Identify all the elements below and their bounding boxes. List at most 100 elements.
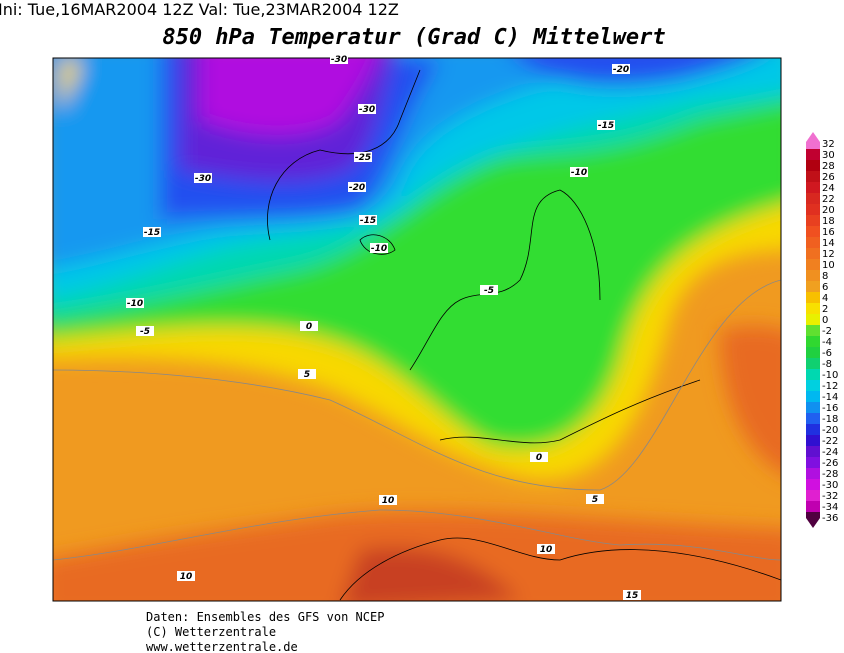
contour-label-box bbox=[300, 321, 318, 331]
colorbar-label: 10 bbox=[822, 260, 835, 271]
contour-label: -15 bbox=[360, 216, 376, 226]
colorbar-segment bbox=[806, 182, 820, 193]
colorbar-label: -30 bbox=[822, 480, 838, 491]
colorbar-label: -22 bbox=[822, 436, 838, 447]
colorbar-label: 22 bbox=[822, 194, 835, 205]
colorbar-segment bbox=[806, 380, 820, 391]
colorbar-segment bbox=[806, 325, 820, 336]
footer-line: Daten: Ensembles des GFS von NCEP bbox=[146, 610, 384, 624]
contour-label: 0 bbox=[536, 453, 542, 463]
colorbar-label: 8 bbox=[822, 271, 828, 282]
colorbar-label: -24 bbox=[822, 447, 838, 458]
colorbar-segment bbox=[806, 501, 820, 512]
colorbar-segment bbox=[806, 490, 820, 501]
contour-label: -30 bbox=[331, 55, 347, 65]
contour-label: -5 bbox=[140, 327, 150, 337]
contour-label: -10 bbox=[571, 168, 587, 178]
colorbar-label: 12 bbox=[822, 249, 835, 260]
colorbar-segment bbox=[806, 226, 820, 237]
colorbar-segment bbox=[806, 292, 820, 303]
colorbar-segment bbox=[806, 479, 820, 490]
contour-label: 15 bbox=[626, 591, 639, 601]
contour-label-box bbox=[530, 452, 548, 462]
colorbar-segment bbox=[806, 314, 820, 325]
contour-label: -15 bbox=[598, 121, 614, 131]
colorbar-label: -16 bbox=[822, 403, 838, 414]
contour-label-box bbox=[330, 54, 348, 64]
contour-label-box bbox=[597, 120, 615, 130]
contour-label-box bbox=[586, 494, 604, 504]
colorbar-label: 20 bbox=[822, 205, 835, 216]
colorbar-label: 28 bbox=[822, 161, 835, 172]
colorbar-label: -18 bbox=[822, 414, 838, 425]
colorbar-segment bbox=[806, 468, 820, 479]
contour-label-box bbox=[126, 298, 144, 308]
contour-label: -5 bbox=[484, 286, 494, 296]
contour-label-box bbox=[348, 182, 366, 192]
colorbar-label: -2 bbox=[822, 326, 832, 337]
contour-label: -10 bbox=[127, 299, 143, 309]
colorbar-label: -4 bbox=[822, 337, 832, 348]
colorbar-segment bbox=[806, 171, 820, 182]
footer-line: (C) Wetterzentrale bbox=[146, 625, 276, 639]
contour-label-box bbox=[177, 571, 195, 581]
contour-label-box bbox=[370, 243, 388, 253]
contour-label-box bbox=[354, 152, 372, 162]
colorbar-cap bbox=[806, 512, 820, 528]
colorbar-segment bbox=[806, 160, 820, 171]
colorbar-label: -8 bbox=[822, 359, 832, 370]
temperature-field bbox=[53, 58, 781, 601]
colorbar-segment bbox=[806, 369, 820, 380]
colorbar-label: 14 bbox=[822, 238, 835, 249]
map-frame bbox=[52, 57, 782, 602]
colorbar-label: -34 bbox=[822, 502, 838, 513]
contour-label-box bbox=[194, 173, 212, 183]
contour-label-box bbox=[379, 495, 397, 505]
contour-label: 0 bbox=[306, 322, 312, 332]
colorbar-segment bbox=[806, 402, 820, 413]
colorbar-segment bbox=[806, 281, 820, 292]
colorbar-segment bbox=[806, 303, 820, 314]
colorbar-segment bbox=[806, 248, 820, 259]
colorbar-segment bbox=[806, 435, 820, 446]
footer-line: www.wetterzentrale.de bbox=[146, 640, 298, 653]
contour-label: -15 bbox=[144, 228, 160, 238]
contour-label: 10 bbox=[180, 572, 193, 582]
contour-label: -25 bbox=[355, 153, 371, 163]
contour-label: -30 bbox=[195, 174, 211, 184]
colorbar-segment bbox=[806, 215, 820, 226]
colorbar-label: 4 bbox=[822, 293, 828, 304]
colorbar-label: -20 bbox=[822, 425, 838, 436]
contour-label: -20 bbox=[349, 183, 365, 193]
contour-label: 10 bbox=[540, 545, 553, 555]
colorbar-label: 24 bbox=[822, 183, 835, 194]
colorbar-segment bbox=[806, 259, 820, 270]
contour-label: 5 bbox=[592, 495, 598, 505]
contour-label-box bbox=[612, 64, 630, 74]
colorbar-label: 2 bbox=[822, 304, 828, 315]
colorbar-label: 6 bbox=[822, 282, 828, 293]
colorbar-segment bbox=[806, 336, 820, 347]
colorbar-label: -6 bbox=[822, 348, 832, 359]
colorbar-segment bbox=[806, 457, 820, 468]
contour-label-box bbox=[358, 104, 376, 114]
contour-label-box bbox=[143, 227, 161, 237]
contour-label-box bbox=[136, 326, 154, 336]
colorbar-segment bbox=[806, 446, 820, 457]
colorbar-segment bbox=[806, 193, 820, 204]
colorbar-label: -36 bbox=[822, 513, 838, 524]
title: 850 hPa Temperatur (Grad C) Mittelwert bbox=[162, 25, 665, 50]
colorbar-label: 32 bbox=[822, 139, 835, 150]
colorbar-label: -28 bbox=[822, 469, 838, 480]
colorbar-label: -26 bbox=[822, 458, 838, 469]
contour-label-box bbox=[359, 215, 377, 225]
contour-label-box bbox=[537, 544, 555, 554]
colorbar-segment bbox=[806, 391, 820, 402]
contour-label: 5 bbox=[304, 370, 310, 380]
colorbar-label: -14 bbox=[822, 392, 838, 403]
colorbar-label: 26 bbox=[822, 172, 835, 183]
colorbar-label: 16 bbox=[822, 227, 835, 238]
run-info: Ini: Tue,16MAR2004 12Z Val: Tue,23MAR200… bbox=[0, 0, 399, 19]
colorbar-segment bbox=[806, 413, 820, 424]
contour-label: -20 bbox=[613, 65, 629, 75]
